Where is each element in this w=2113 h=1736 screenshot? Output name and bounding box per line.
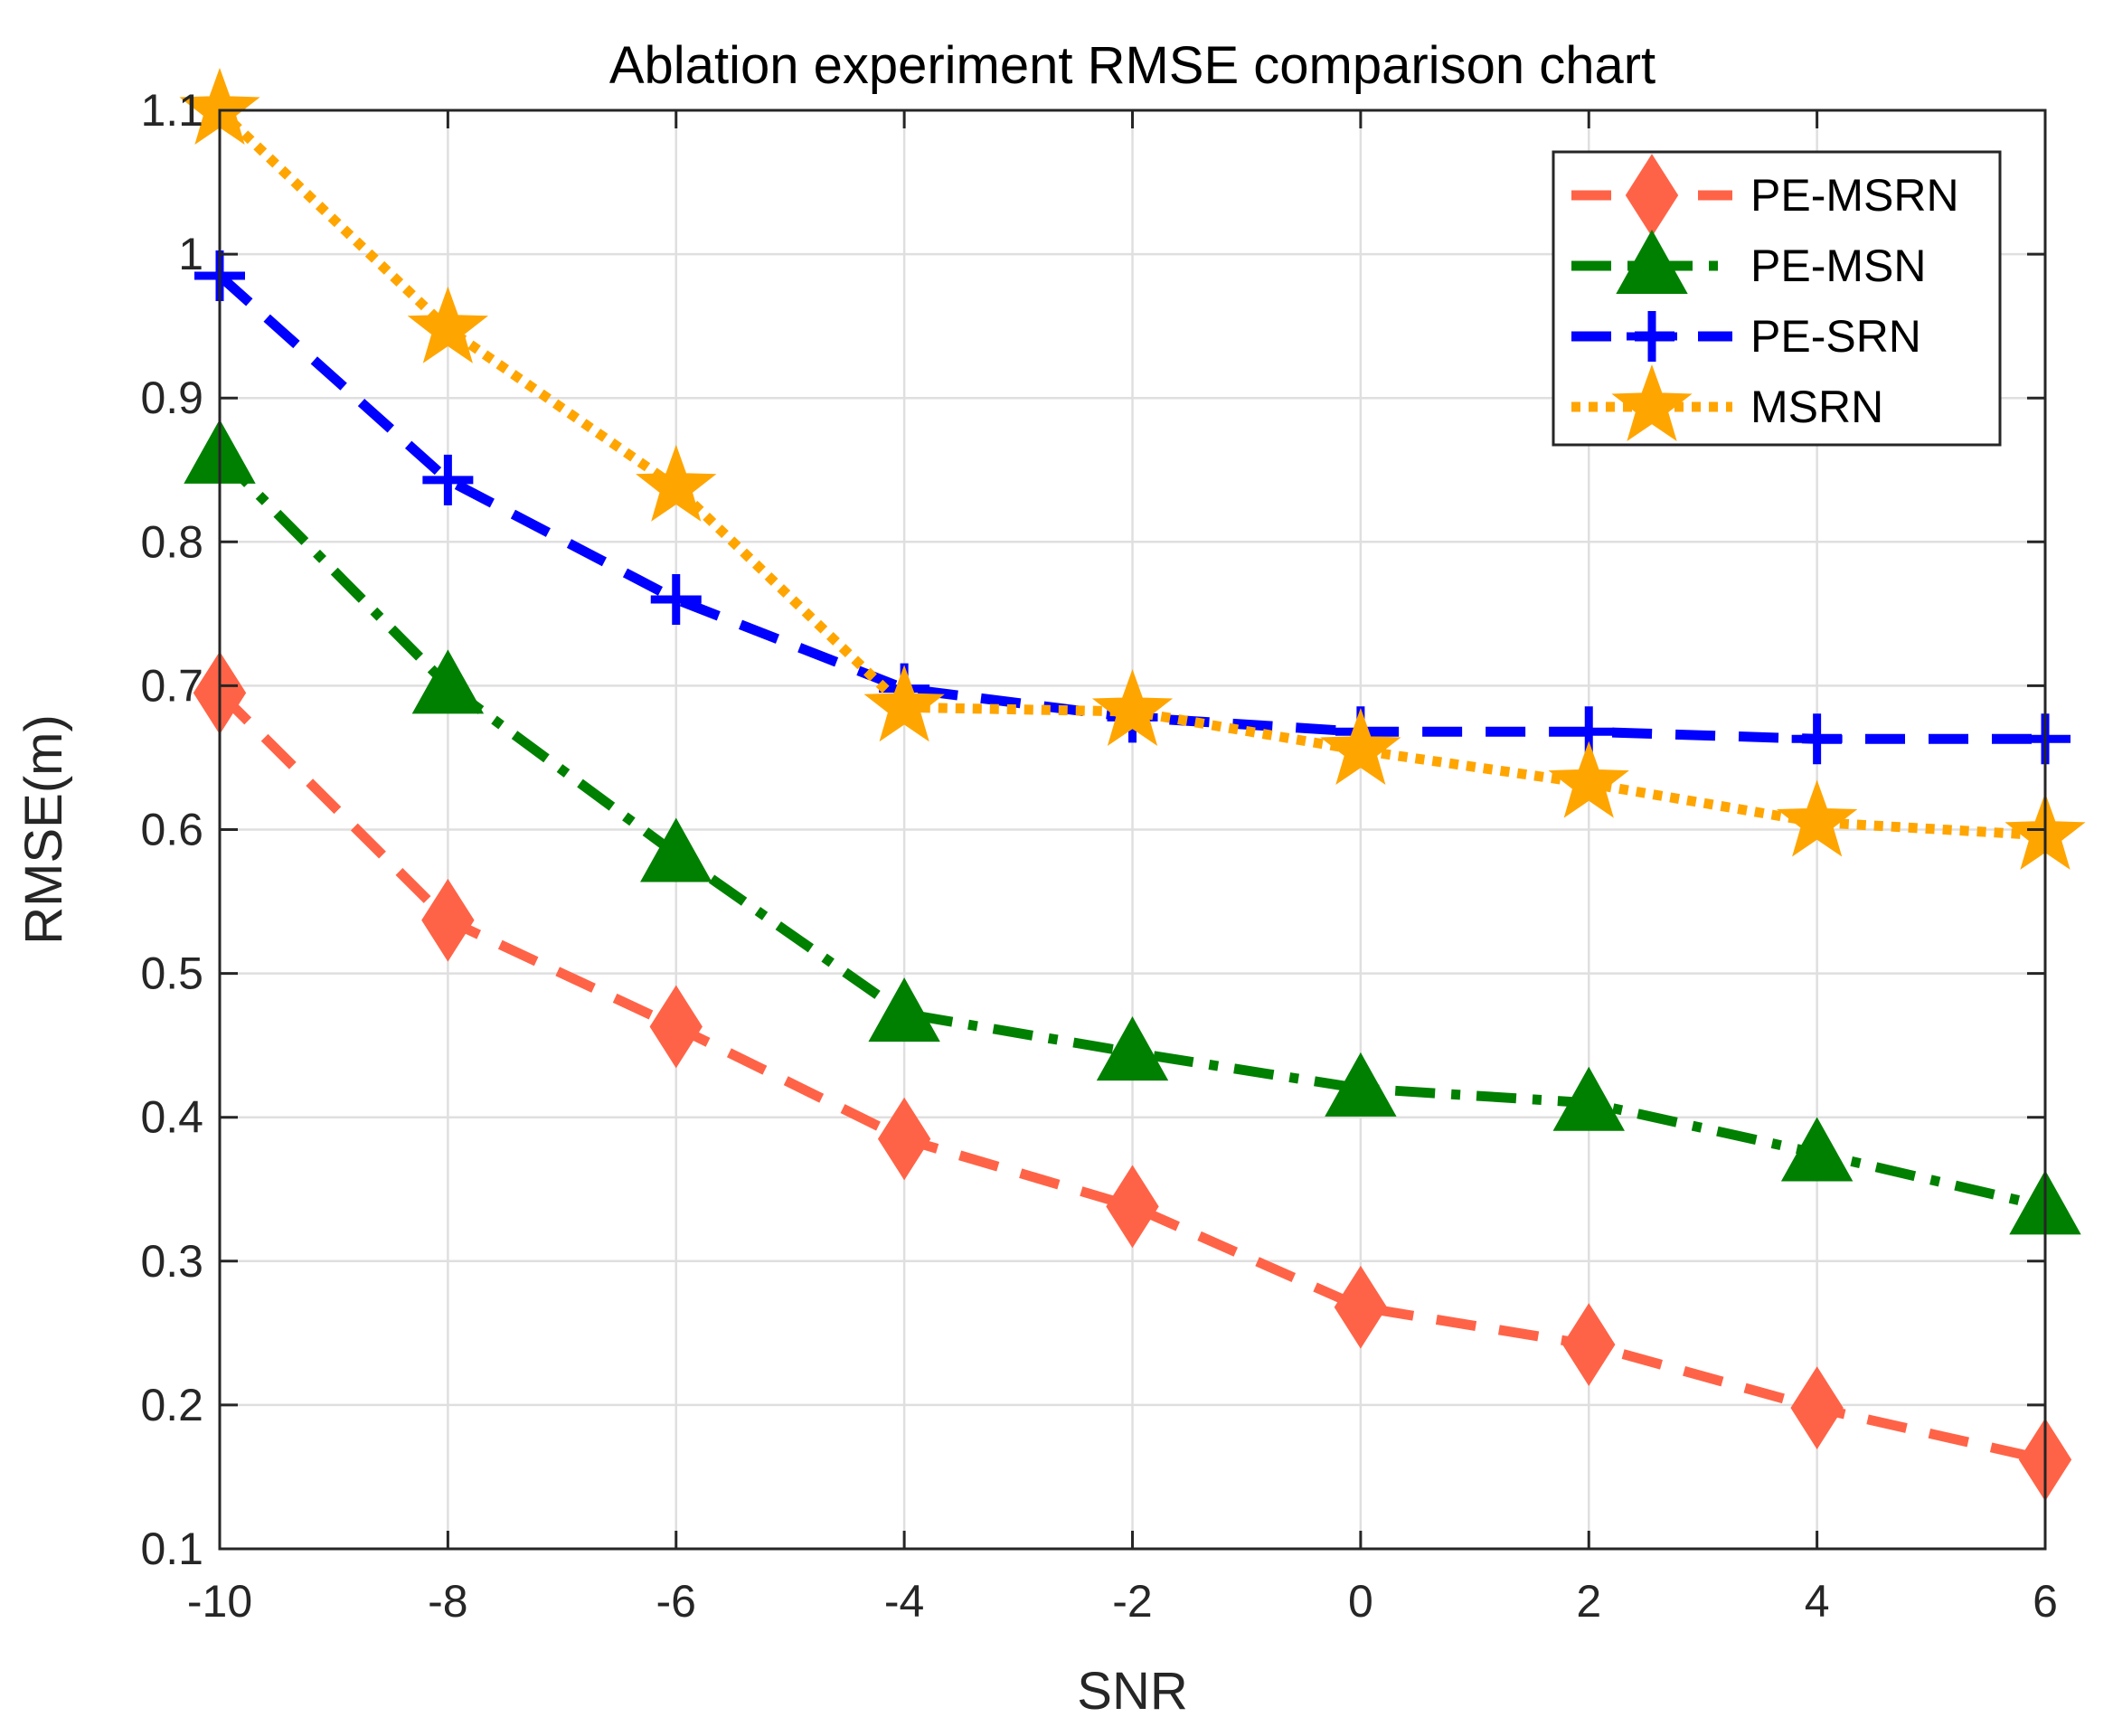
y-tick-label: 1 [178,229,203,279]
series-layer [179,68,2086,1502]
legend-item: PE-MSRN [1571,154,1959,237]
data-point-triangle [411,649,485,714]
y-tick-label: 0.7 [140,660,203,711]
x-tick-label: -2 [1112,1576,1152,1627]
data-point-star [1091,669,1174,746]
series-pe-msn [184,419,2081,1235]
data-point-star [1548,741,1629,818]
ticks: -10 -8 -6 -4 -2 0 2 4 6 0.1 0.2 0.3 0.4 0.5 0.6 0.7 0.8 0… [140,85,2057,1627]
x-tick-label: -8 [428,1576,467,1627]
legend-label: PE-MSRN [1750,170,1959,221]
series-line [216,689,2047,1465]
data-point-diamond [1790,1366,1844,1449]
y-tick-label: 0.4 [140,1092,203,1143]
legend-item: PE-SRN [1571,311,1921,362]
data-point-triangle [1096,1016,1169,1081]
data-point-diamond [1106,1165,1159,1249]
data-point-triangle [1552,1066,1625,1131]
x-tick-label: -10 [187,1576,252,1627]
y-tick-label: 0.5 [140,948,203,999]
data-point-star [863,665,945,742]
data-point-triangle [868,977,940,1043]
y-tick-label: 0.8 [140,516,203,567]
data-point-plus [1791,713,1843,765]
legend-marker-plus [1627,311,1677,362]
y-tick-label: 0.9 [140,373,203,423]
x-tick-label: 0 [1348,1576,1373,1627]
data-point-star [1320,708,1401,785]
x-tick-label: 6 [2033,1576,2058,1627]
data-point-diamond [1334,1265,1388,1349]
data-point-diamond [877,1097,931,1181]
data-point-diamond [1562,1303,1616,1386]
data-point-star [1776,779,1858,857]
legend-label: PE-MSN [1750,241,1926,291]
legend-marker-triangle [1616,229,1688,294]
x-axis-title: SNR [1077,1662,1187,1721]
data-point-plus [422,454,474,505]
y-axis-title: RMSE(m) [14,714,73,945]
data-point-triangle [1780,1117,1854,1182]
legend-label: MSRN [1750,382,1883,432]
legend-item: MSRN [1571,364,1883,441]
data-point-diamond [421,878,475,962]
data-point-triangle [640,817,712,882]
legend-marker-star [1611,364,1693,441]
legend-item: PE-MSN [1571,229,1926,294]
x-tick-label: -4 [884,1576,924,1627]
x-tick-label: 2 [1576,1576,1601,1627]
data-point-diamond [649,985,703,1069]
y-tick-label: 0.3 [140,1236,203,1287]
data-point-star [407,286,489,363]
x-tick-label: 4 [1805,1576,1830,1627]
legend-label: PE-SRN [1750,311,1921,362]
y-tick-label: 1.1 [140,85,203,136]
data-point-triangle [1325,1052,1397,1117]
data-point-star [636,444,717,522]
y-tick-label: 0.2 [140,1380,203,1430]
x-tick-label: -6 [656,1576,696,1627]
y-tick-label: 0.1 [140,1524,203,1574]
data-point-plus [650,573,702,625]
series-pe-msrn [193,651,2072,1502]
chart-title: Ablation experiment RMSE comparison char… [609,36,1655,95]
y-tick-label: 0.6 [140,805,203,855]
legend: PE-MSRN PE-MSN PE-SRN MSRN [1552,150,2002,447]
